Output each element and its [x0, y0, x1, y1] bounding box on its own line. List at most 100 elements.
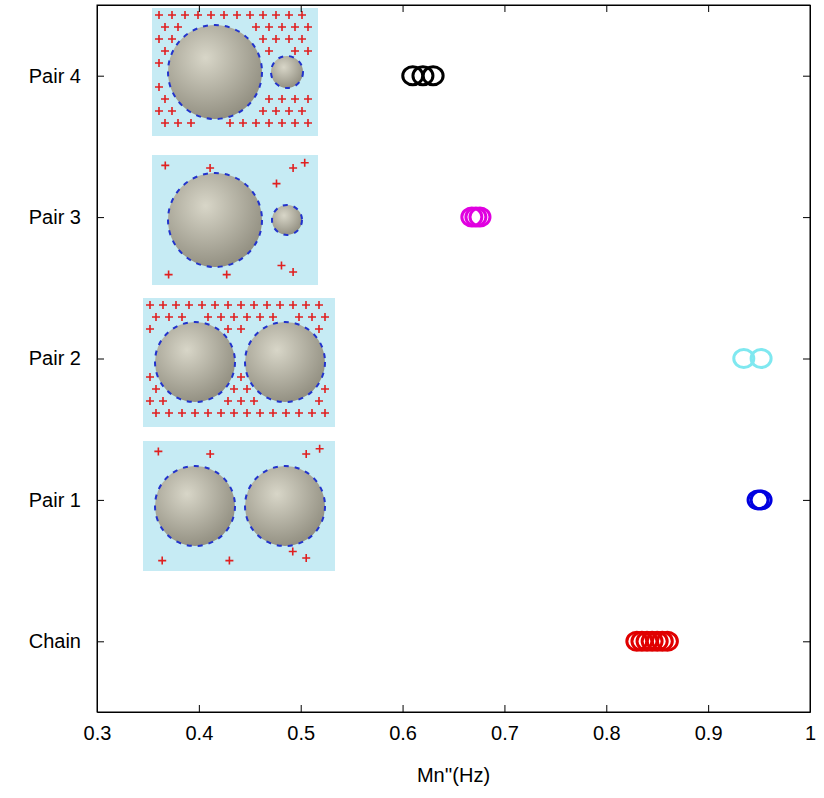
- ion: [289, 548, 297, 556]
- y-tick-label: Pair 2: [29, 347, 81, 369]
- x-tick-mark: [504, 705, 505, 712]
- y-right-tick: [803, 641, 810, 642]
- ion: [278, 95, 286, 103]
- y-right-tick-mark: [803, 641, 810, 642]
- ion: [204, 313, 212, 321]
- particle: [155, 466, 235, 546]
- ion: [237, 325, 245, 333]
- ion: [230, 313, 238, 321]
- ion: [161, 47, 169, 55]
- y-right-tick-mark: [803, 359, 810, 360]
- x-axis-title: Mn''(Hz): [417, 764, 490, 786]
- ion: [168, 107, 176, 115]
- ion: [273, 180, 281, 188]
- x-tick-label: 0.6: [389, 722, 417, 744]
- ion: [302, 554, 310, 562]
- inset-background: [152, 155, 318, 285]
- ion: [252, 23, 260, 31]
- ion: [278, 23, 286, 31]
- x-tick: 0.5: [287, 705, 315, 744]
- ion: [155, 107, 163, 115]
- particle: [272, 205, 302, 235]
- ion: [161, 119, 169, 127]
- ion: [304, 23, 312, 31]
- ion: [146, 301, 154, 309]
- particle: [168, 173, 262, 267]
- ion: [315, 397, 323, 405]
- y-tick-mark: [97, 641, 104, 642]
- x-top-tick-mark: [504, 5, 505, 12]
- x-tick-label: 0.5: [287, 722, 315, 744]
- x-top-tick: [606, 5, 607, 12]
- ion: [276, 301, 284, 309]
- ion: [211, 301, 219, 309]
- ion: [225, 557, 233, 565]
- x-tick-mark: [606, 705, 607, 712]
- y-right-tick-mark: [803, 500, 810, 501]
- ion: [243, 385, 251, 393]
- ion: [250, 397, 258, 405]
- ion: [315, 325, 323, 333]
- ion: [237, 301, 245, 309]
- ion: [272, 107, 280, 115]
- x-tick-mark: [708, 705, 709, 712]
- series: [734, 350, 771, 368]
- ion: [298, 107, 306, 115]
- ion: [263, 301, 271, 309]
- x-top-tick: [301, 5, 302, 12]
- inset: [143, 441, 335, 571]
- ion: [181, 11, 189, 19]
- point: [423, 67, 443, 85]
- ion: [321, 313, 329, 321]
- series: [627, 632, 678, 650]
- x-top-tick: [403, 5, 404, 12]
- ion: [291, 119, 299, 127]
- ion: [289, 268, 297, 276]
- point: [470, 208, 490, 226]
- y-right-tick: [803, 217, 810, 218]
- y-tick: Pair 4: [29, 65, 104, 87]
- ion: [161, 23, 169, 31]
- y-axis: ChainPair 1Pair 2Pair 3Pair 4: [29, 6, 104, 713]
- ion: [272, 11, 280, 19]
- y-right-tick: [803, 359, 810, 360]
- ion: [285, 107, 293, 115]
- ion: [146, 325, 154, 333]
- ion: [316, 445, 324, 453]
- ion: [155, 83, 163, 91]
- ion: [265, 95, 273, 103]
- ion: [155, 11, 163, 19]
- ion: [158, 557, 166, 565]
- illustrations: [143, 8, 335, 571]
- ion: [230, 385, 238, 393]
- ion: [277, 262, 285, 270]
- x-axis-top: [98, 5, 811, 12]
- ion: [185, 301, 193, 309]
- ion: [237, 397, 245, 405]
- ion: [165, 409, 173, 417]
- ion: [198, 301, 206, 309]
- ion: [168, 11, 176, 19]
- x-top-tick-mark: [606, 5, 607, 12]
- ion: [295, 313, 303, 321]
- inset-background: [152, 8, 318, 136]
- x-tick-mark: [301, 705, 302, 712]
- x-top-tick: [708, 5, 709, 12]
- series: [748, 491, 771, 509]
- ion: [172, 301, 180, 309]
- ion: [174, 23, 182, 31]
- x-axis-line: [98, 712, 811, 713]
- ion: [178, 313, 186, 321]
- ion: [220, 11, 228, 19]
- ion: [246, 11, 254, 19]
- x-tick: 0.7: [491, 705, 519, 744]
- x-tick: 0.4: [185, 705, 213, 744]
- ion: [304, 119, 312, 127]
- ion: [269, 313, 277, 321]
- ion: [161, 161, 169, 169]
- ion: [168, 35, 176, 43]
- point: [751, 350, 771, 368]
- ion: [252, 119, 260, 127]
- y-tick: Pair 3: [29, 206, 104, 228]
- x-tick-label: 0.7: [491, 722, 519, 744]
